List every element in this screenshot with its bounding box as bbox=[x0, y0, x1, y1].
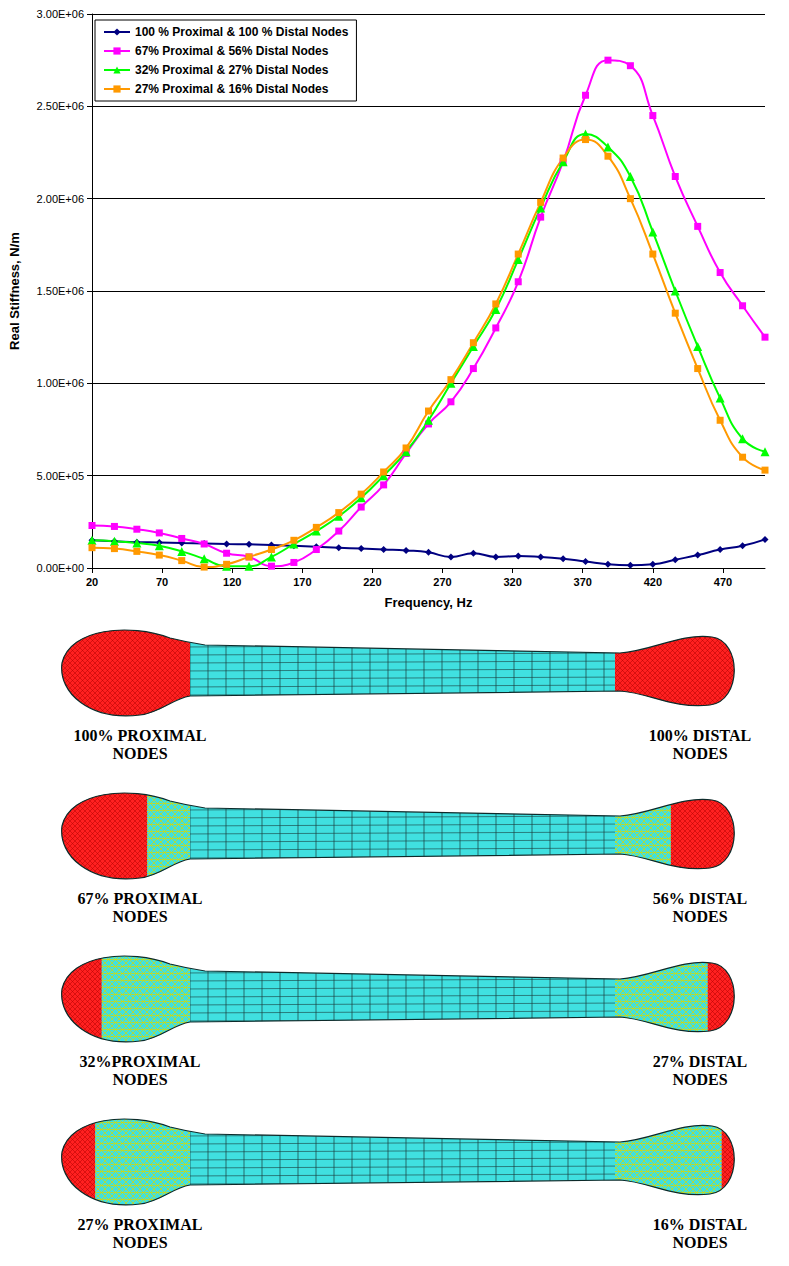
svg-text:120: 120 bbox=[223, 576, 241, 588]
svg-text:NODES: NODES bbox=[112, 1234, 167, 1251]
svg-text:2.50E+06: 2.50E+06 bbox=[37, 100, 84, 112]
svg-text:Real Stiffness, N/m: Real Stiffness, N/m bbox=[7, 232, 22, 350]
svg-text:NODES: NODES bbox=[672, 1234, 727, 1251]
svg-text:NODES: NODES bbox=[112, 1071, 167, 1088]
svg-text:NODES: NODES bbox=[672, 745, 727, 762]
svg-text:27% PROXIMAL: 27% PROXIMAL bbox=[78, 1216, 203, 1233]
svg-text:5.00E+05: 5.00E+05 bbox=[37, 470, 84, 482]
svg-text:67% PROXIMAL: 67% PROXIMAL bbox=[78, 890, 203, 907]
svg-text:270: 270 bbox=[433, 576, 451, 588]
svg-text:NODES: NODES bbox=[672, 908, 727, 925]
svg-text:1.50E+06: 1.50E+06 bbox=[37, 285, 84, 297]
svg-text:NODES: NODES bbox=[112, 745, 167, 762]
svg-text:2.00E+06: 2.00E+06 bbox=[37, 193, 84, 205]
svg-text:70: 70 bbox=[156, 576, 168, 588]
svg-text:1.00E+06: 1.00E+06 bbox=[37, 377, 84, 389]
svg-text:220: 220 bbox=[363, 576, 381, 588]
svg-text:170: 170 bbox=[293, 576, 311, 588]
svg-text:20: 20 bbox=[86, 576, 98, 588]
svg-text:320: 320 bbox=[503, 576, 521, 588]
svg-text:370: 370 bbox=[574, 576, 592, 588]
svg-text:3.00E+06: 3.00E+06 bbox=[37, 8, 84, 20]
svg-text:32%PROXIMAL: 32%PROXIMAL bbox=[80, 1053, 201, 1070]
svg-text:56% DISTAL: 56% DISTAL bbox=[653, 890, 747, 907]
svg-text:0.00E+00: 0.00E+00 bbox=[37, 562, 84, 574]
svg-text:NODES: NODES bbox=[112, 908, 167, 925]
svg-text:470: 470 bbox=[714, 576, 732, 588]
svg-text:27% Proximal & 16% Distal Node: 27% Proximal & 16% Distal Nodes bbox=[135, 82, 329, 96]
svg-text:100 % Proximal & 100 % Distal: 100 % Proximal & 100 % Distal Nodes bbox=[135, 25, 349, 39]
svg-text:27% DISTAL: 27% DISTAL bbox=[653, 1053, 747, 1070]
svg-text:16% DISTAL: 16% DISTAL bbox=[653, 1216, 747, 1233]
svg-text:32% Proximal & 27% Distal Node: 32% Proximal & 27% Distal Nodes bbox=[135, 63, 329, 77]
svg-text:100% PROXIMAL: 100% PROXIMAL bbox=[74, 727, 207, 744]
svg-text:NODES: NODES bbox=[672, 1071, 727, 1088]
svg-text:100% DISTAL: 100% DISTAL bbox=[649, 727, 751, 744]
svg-text:67% Proximal & 56% Distal Node: 67% Proximal & 56% Distal Nodes bbox=[135, 44, 329, 58]
svg-text:Frequency, Hz: Frequency, Hz bbox=[385, 595, 473, 610]
svg-text:420: 420 bbox=[644, 576, 662, 588]
